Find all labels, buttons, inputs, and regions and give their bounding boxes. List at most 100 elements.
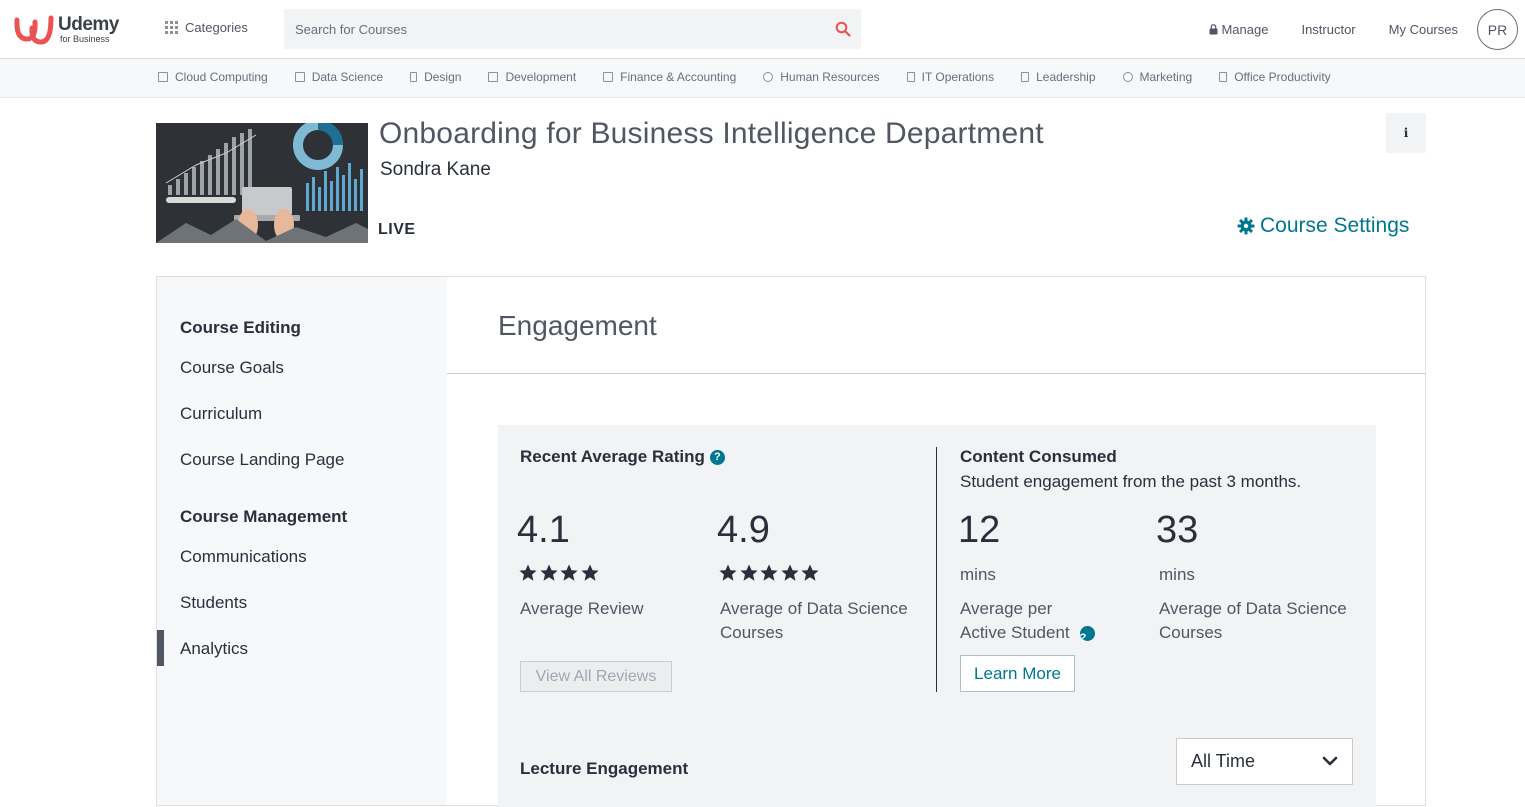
student-minutes-label: Average per Active Student ? [960, 597, 1095, 645]
gear-icon [1237, 217, 1255, 235]
subnav-item-marketing[interactable]: Marketing [1122, 70, 1192, 84]
course-rating-label: Average Review [520, 597, 643, 621]
time-range-select[interactable]: All Time [1176, 738, 1353, 785]
star-icon [560, 564, 578, 581]
data-icon [294, 72, 305, 82]
subnav-item-office-productivity[interactable]: Office Productivity [1219, 70, 1331, 84]
page-title: Onboarding for Business Intelligence Dep… [379, 117, 1044, 150]
benchmark-minutes-label: Average of Data Science Courses [1159, 597, 1347, 645]
star-icon [739, 564, 758, 581]
office-icon [1219, 72, 1228, 82]
my-courses-label: My Courses [1388, 22, 1458, 37]
subnav-label: Development [505, 70, 577, 84]
content-header: Engagement [447, 277, 1425, 374]
help-icon[interactable]: ? [1079, 625, 1095, 644]
course-image [156, 123, 368, 243]
sidebar-item-curriculum[interactable]: Curriculum [180, 404, 263, 423]
subnav-label: Data Science [311, 70, 384, 84]
benchmark-minutes-value: 33 [1156, 509, 1199, 551]
benchmark-minutes-label-line2: Courses [1159, 623, 1223, 642]
chevron-down-icon [1322, 756, 1338, 766]
sidebar-item-students[interactable]: Students [180, 593, 248, 612]
benchmark-rating-label-line1: Average of Data Science [720, 599, 908, 618]
sidebar-item-analytics[interactable]: Analytics [180, 639, 249, 658]
view-all-reviews-button[interactable]: View All Reviews [520, 661, 672, 692]
engagement-card: Recent Average Rating ? 4.1 Average Revi… [498, 425, 1376, 807]
manage-link[interactable]: Manage [1209, 22, 1268, 37]
cloud-icon [158, 72, 168, 82]
udemy-logo[interactable]: Udemy for Business [14, 12, 119, 46]
manage-label: Manage [1221, 22, 1269, 37]
subnav-item-data-science[interactable]: Data Science [294, 70, 384, 84]
course-dashboard-panel: Course Editing Course Goals Curriculum C… [156, 276, 1426, 807]
subnav-label: Cloud Computing [175, 70, 268, 84]
star-icon [519, 564, 537, 581]
search-bar [284, 9, 861, 49]
help-icon[interactable]: ? [709, 449, 725, 465]
content-consumed-heading-label: Content Consumed [960, 447, 1117, 466]
category-subnav: Cloud Computing Data Science Design Deve… [0, 59, 1525, 98]
search-input[interactable] [284, 9, 824, 49]
student-minutes-label-line1: Average per [960, 599, 1053, 618]
subnav-item-human-resources[interactable]: Human Resources [763, 70, 880, 84]
sidebar-item-communications[interactable]: Communications [180, 547, 307, 566]
star-icon [580, 564, 599, 581]
avatar[interactable]: PR [1477, 9, 1518, 50]
search-icon[interactable] [835, 21, 851, 37]
sidebar-item-course-goals[interactable]: Course Goals [180, 358, 284, 377]
udemy-logo-icon [14, 15, 54, 45]
star-icon [539, 564, 558, 581]
info-button[interactable]: i [1386, 113, 1426, 153]
course-author: Sondra Kane [380, 159, 491, 180]
subnav-label: Human Resources [780, 70, 880, 84]
sidebar-section-course-management: Course Management [180, 507, 348, 526]
course-settings-link[interactable]: Course Settings [1237, 214, 1409, 238]
brand-name: Udemy [58, 13, 119, 35]
benchmark-rating-label-line2: Courses [720, 623, 784, 642]
people-icon [763, 72, 774, 82]
subnav-item-development[interactable]: Development [488, 70, 576, 84]
benchmark-rating-value: 4.9 [717, 509, 770, 551]
subnav-item-design[interactable]: Design [410, 70, 461, 84]
rating-heading-label: Recent Average Rating [520, 447, 705, 466]
lecture-engagement-heading: Lecture Engagement [520, 759, 688, 779]
subnav-item-it-operations[interactable]: IT Operations [906, 70, 995, 84]
star-icon [760, 564, 778, 581]
lock-icon [1209, 24, 1218, 35]
code-icon [488, 72, 499, 82]
finance-icon [603, 72, 614, 82]
subnav-item-cloud-computing[interactable]: Cloud Computing [158, 70, 268, 84]
learn-more-button[interactable]: Learn More [960, 655, 1075, 692]
my-courses-link[interactable]: My Courses [1389, 22, 1458, 37]
subnav-label: Finance & Accounting [620, 70, 737, 84]
student-minutes-value: 12 [958, 509, 1001, 551]
instructor-link[interactable]: Instructor [1301, 22, 1355, 37]
course-settings-label: Course Settings [1260, 214, 1410, 237]
time-range-value: All Time [1191, 751, 1256, 771]
instructor-label: Instructor [1301, 22, 1356, 37]
content-consumed-subheading: Student engagement from the past 3 month… [960, 472, 1302, 491]
server-icon [906, 72, 915, 82]
course-rating-value: 4.1 [517, 509, 570, 551]
benchmark-minutes-label-line1: Average of Data Science [1159, 599, 1347, 618]
leadership-icon [1021, 72, 1030, 82]
rating-heading: Recent Average Rating ? [520, 447, 725, 467]
status-badge: LIVE [378, 221, 416, 238]
benchmark-minutes-unit: mins [1159, 565, 1195, 584]
star-icon [801, 564, 819, 581]
top-header: Udemy for Business Categories Manage Ins… [0, 0, 1525, 59]
card-divider [936, 447, 937, 692]
course-sidebar: Course Editing Course Goals Curriculum C… [157, 277, 447, 805]
subnav-item-finance[interactable]: Finance & Accounting [603, 70, 736, 84]
content-consumed-heading: Content Consumed [960, 447, 1117, 467]
subnav-label: Design [424, 70, 462, 84]
sidebar-item-course-landing-page[interactable]: Course Landing Page [180, 450, 345, 469]
subnav-label: IT Operations [921, 70, 995, 84]
course-rating-label-text: Average Review [520, 599, 644, 618]
section-title: Engagement [498, 310, 657, 341]
info-icon: i [1403, 126, 1409, 140]
course-thumbnail [156, 123, 368, 243]
design-icon [410, 72, 418, 82]
subnav-item-leadership[interactable]: Leadership [1021, 70, 1096, 84]
categories-menu[interactable]: Categories [165, 20, 248, 35]
